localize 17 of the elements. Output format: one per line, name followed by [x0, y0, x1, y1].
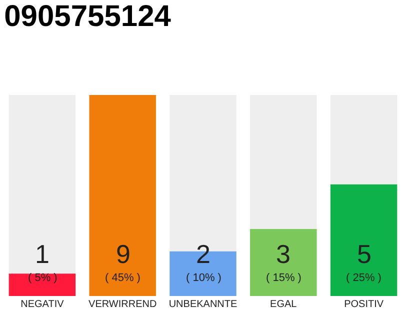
annotation: ( 10% )	[186, 272, 222, 284]
bar	[8, 274, 76, 296]
bar	[89, 95, 156, 296]
data-label: 1	[35, 239, 50, 269]
annotation: ( 15% )	[266, 272, 302, 284]
x-tick-label: POSITIV	[344, 299, 384, 310]
annotation: ( 5% )	[28, 272, 58, 284]
annotation: ( 25% )	[346, 272, 382, 284]
data-label: 5	[357, 239, 372, 269]
annotation: ( 45% )	[105, 272, 140, 284]
x-tick-label: VERWIRREND	[88, 299, 157, 310]
chart-title: 0905755124	[4, 0, 172, 33]
x-tick-label: UNBEKANNTE	[168, 299, 238, 310]
data-label: 3	[276, 239, 290, 269]
x-tick-label: NEGATIV	[20, 299, 64, 310]
data-label: 9	[116, 239, 130, 269]
x-tick-label: EGAL	[270, 299, 298, 310]
